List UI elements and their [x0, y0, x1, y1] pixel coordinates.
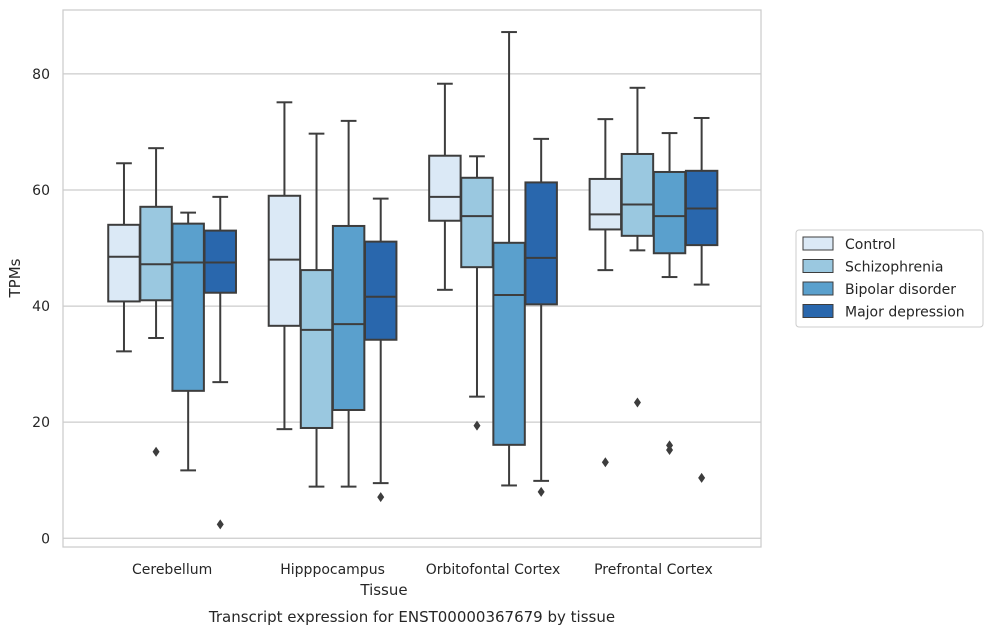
box-0-3 [203, 195, 237, 530]
box-body [299, 269, 334, 429]
box-body [363, 240, 398, 341]
y-tick-label: 60 [32, 183, 50, 199]
legend-label: Bipolar disorder [845, 282, 956, 298]
box-body [492, 241, 526, 446]
y-axis-ticks: 0 20 40 60 80 [32, 67, 50, 547]
x-tick-label: Cerebellum [132, 562, 212, 578]
y-tick-label: 80 [32, 67, 50, 83]
box-body [171, 222, 205, 392]
outlier-point [377, 492, 385, 503]
box-1-1 [299, 132, 334, 488]
box-2-0 [428, 82, 462, 291]
box-body [428, 154, 462, 222]
legend-swatch [802, 259, 834, 273]
box-body [652, 170, 687, 255]
outlier-point [698, 472, 706, 483]
x-tick-label: Prefrontal Cortex [594, 562, 713, 578]
box-0-0 [107, 162, 141, 353]
legend-swatch [802, 236, 834, 251]
y-axis-title: TPMs [6, 258, 24, 298]
box-body [139, 205, 173, 302]
legend-frame [795, 229, 984, 328]
x-tick-label: Hipppocampus [280, 562, 385, 578]
legend-swatch [802, 304, 834, 318]
outlier-point [601, 457, 609, 468]
box-body [524, 181, 558, 306]
legend-items: Control Schizophrenia Bipolar disorder Majo… [802, 236, 965, 321]
legend-label: Major depression [845, 305, 965, 321]
box-3-3 [684, 116, 719, 483]
x-axis-ticks: Cerebellum Hipppocampus Orbitofontal Corte… [132, 562, 713, 578]
boxes [107, 31, 719, 530]
y-tick-label: 0 [41, 531, 50, 547]
chart-caption: Transcript expression for ENST0000036767… [208, 608, 615, 626]
box-body [588, 177, 623, 231]
outlier-point [473, 420, 481, 431]
box-body [331, 224, 366, 411]
outlier-point [152, 446, 160, 457]
outlier-point [633, 397, 641, 408]
x-axis-title: Tissue [359, 581, 407, 599]
box-2-1 [460, 155, 494, 431]
box-body [460, 176, 494, 269]
y-tick-label: 20 [32, 415, 50, 431]
box-body [267, 194, 302, 327]
box-1-2 [331, 119, 366, 488]
legend-swatch [802, 281, 834, 296]
legend-label: Schizophrenia [845, 260, 943, 276]
legend-label: Control [845, 237, 896, 253]
box-1-0 [267, 101, 302, 431]
box-3-2 [652, 132, 687, 456]
y-tick-label: 40 [32, 299, 50, 315]
box-body [620, 152, 655, 237]
box-2-3 [524, 137, 558, 497]
x-tick-label: Orbitofontal Cortex [426, 562, 561, 578]
outlier-point [216, 519, 224, 530]
box-3-1 [620, 86, 655, 408]
box-1-3 [363, 197, 398, 503]
box-body [107, 223, 141, 303]
outlier-point [537, 486, 545, 497]
legend: Control Schizophrenia Bipolar disorder Majo… [795, 229, 984, 328]
box-3-0 [588, 118, 623, 468]
box-0-2 [171, 211, 205, 472]
box-2-2 [492, 31, 526, 487]
outlier-point [666, 440, 674, 451]
